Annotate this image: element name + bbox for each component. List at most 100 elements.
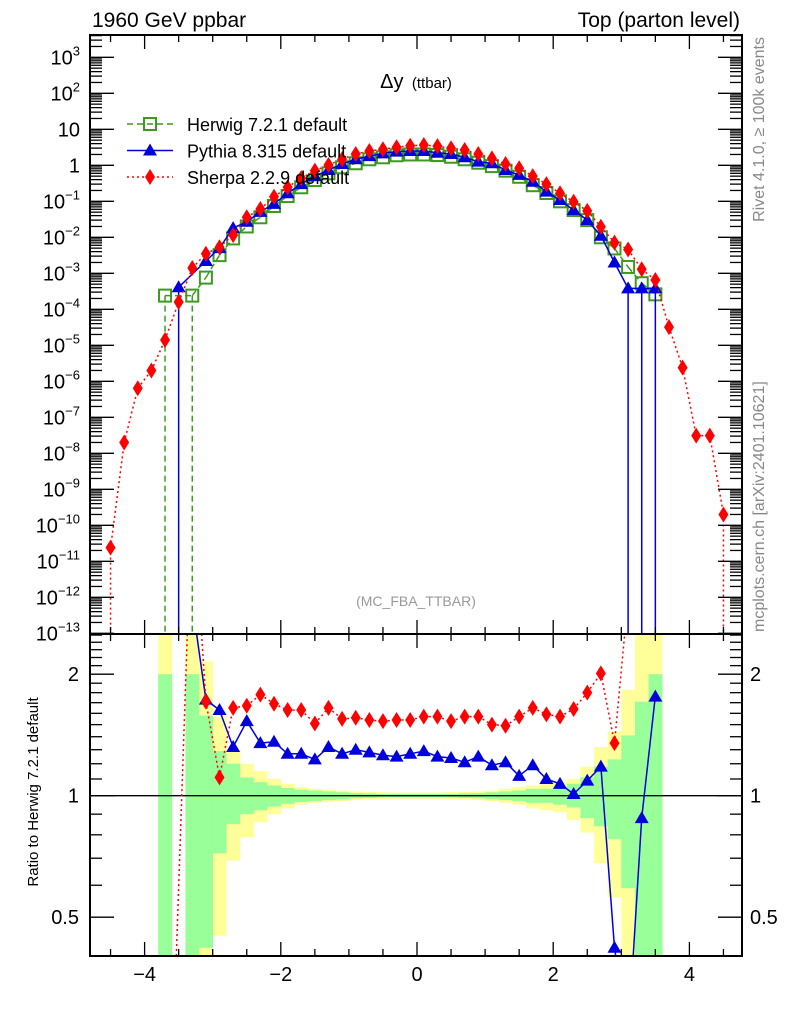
ratio-sherpa-point	[228, 699, 239, 716]
ratio-sherpa-point	[595, 665, 606, 682]
plot-title-main: Δy	[380, 71, 403, 93]
ratio-sherpa-point	[418, 708, 429, 725]
band-inner-bin	[212, 751, 227, 854]
y-tick-label-exponent: −9	[65, 475, 80, 490]
main-sherpa-point	[377, 141, 388, 158]
y-tick-label: 102	[51, 79, 80, 105]
analysis-label: (MC_FBA_TTBAR)	[356, 593, 476, 609]
y-tick-label: 10−1	[43, 187, 80, 213]
ratio-pythia-point	[607, 940, 622, 953]
ratio-sherpa-point	[486, 716, 497, 733]
legend-item-herwig: Herwig 7.2.1 default	[127, 115, 347, 135]
main-sherpa-point	[296, 170, 307, 187]
main-sherpa-point	[146, 362, 157, 379]
legend-label: Sherpa 2.2.9 default	[187, 168, 349, 188]
ratio-y-tick-label-left: 0.5	[51, 907, 79, 929]
ratio-sherpa-point	[514, 708, 525, 725]
y-tick-label-exponent: −5	[65, 331, 80, 346]
legend-marker-filled-diamond-icon	[145, 169, 155, 185]
y-tick-label-exponent: −11	[59, 547, 80, 562]
ratio-sherpa-point	[268, 695, 279, 712]
main-sherpa-line	[109, 144, 725, 548]
plot-title-sub: (ttbar)	[412, 75, 452, 92]
ratio-series-layer	[175, 634, 663, 956]
ratio-pythia-point	[253, 736, 268, 749]
ratio-pythia-point	[389, 749, 404, 762]
ratio-y-tick-label-left: 1	[68, 786, 79, 808]
ratio-sherpa-point	[446, 713, 457, 730]
ratio-pythia-point	[375, 748, 390, 761]
ratio-pythia-point	[634, 811, 649, 824]
axes: −4 −2 0 2 410310210110−110−210−310−410−510−6…	[36, 34, 778, 986]
main-sherpa-point	[691, 427, 702, 444]
ratio-pythia-point	[239, 714, 254, 727]
ratio-sherpa-point	[255, 686, 266, 703]
main-pythia-point	[580, 213, 595, 226]
band-inner-bin	[648, 674, 663, 956]
main-sherpa-point	[473, 146, 484, 163]
ratio-sherpa-point	[568, 700, 579, 717]
main-sherpa-point	[282, 179, 293, 196]
ratio-pythia-point	[566, 786, 581, 799]
main-herwig-point	[185, 288, 200, 303]
y-tick-label-base: 10	[43, 263, 65, 285]
y-tick-label: 10−12	[36, 583, 80, 609]
main-sherpa-point	[582, 202, 593, 219]
main-sherpa-point	[337, 151, 348, 168]
ratio-sherpa-point	[364, 712, 375, 729]
main-sherpa-point	[309, 162, 320, 179]
y-tick-label-exponent: −3	[65, 259, 80, 274]
y-tick-label-base: 10	[43, 299, 65, 321]
ratio-pythia-point	[416, 744, 431, 757]
main-sherpa-point	[568, 193, 579, 210]
ratio-pythia-point	[348, 742, 363, 755]
x-tick-label: −2	[269, 964, 292, 986]
main-sherpa-point	[132, 380, 143, 397]
main-herwig-point	[158, 288, 173, 303]
y-tick-label: 10−5	[43, 331, 80, 357]
y-tick-label-base: 10	[43, 335, 65, 357]
ratio-pythia-point	[321, 740, 336, 753]
main-sherpa-point	[718, 506, 729, 523]
y-tick-label-base: 10	[43, 443, 65, 465]
y-tick-label-base: 10	[36, 587, 58, 609]
ratio-pythia-point	[471, 749, 486, 762]
main-pythia-point	[171, 280, 186, 293]
main-sherpa-point	[268, 188, 279, 205]
main-pythia-point	[593, 228, 608, 241]
main-sherpa-point	[446, 140, 457, 157]
ratio-sherpa-point	[377, 713, 388, 730]
main-sherpa-point	[364, 142, 375, 159]
ratio-sherpa-point	[309, 715, 320, 732]
y-tick-label-base: 10	[43, 227, 65, 249]
main-sherpa-point	[514, 160, 525, 177]
legend-label: Pythia 8.315 default	[187, 142, 346, 162]
ratio-sherpa-point	[350, 709, 361, 726]
ratio-sherpa-point	[391, 712, 402, 729]
ratio-sherpa-point	[214, 769, 225, 786]
ratio-pythia-point	[280, 746, 295, 759]
y-tick-label: 10−13	[36, 619, 80, 645]
legend: Herwig 7.2.1 default Pythia 8.315 default…	[127, 115, 349, 188]
band-inner-bin	[621, 735, 636, 889]
main-sherpa-point	[200, 245, 211, 262]
ratio-sherpa-point	[527, 699, 538, 716]
y-tick-label: 10−10	[36, 511, 80, 537]
main-sherpa-point	[704, 427, 715, 444]
ratio-pythia-point	[539, 771, 554, 784]
ratio-pythia-point	[580, 773, 595, 786]
y-tick-label-exponent: −10	[58, 511, 80, 526]
y-tick-label-base: 10	[36, 623, 58, 645]
band-inner-bin	[158, 674, 173, 956]
band-inner-bin	[580, 777, 595, 819]
legend-marker-open-square-icon	[143, 117, 157, 131]
main-sherpa-point	[173, 293, 184, 310]
main-sherpa-point	[595, 218, 606, 235]
legend-item-pythia: Pythia 8.315 default	[127, 142, 346, 162]
ratio-pythia-point	[484, 758, 499, 771]
y-tick-label-base: 10	[43, 371, 65, 393]
main-sherpa-point	[609, 234, 620, 251]
y-tick-label-exponent: −7	[65, 403, 80, 418]
y-tick-label-exponent: 2	[73, 79, 80, 94]
ratio-pythia-point	[512, 768, 527, 781]
